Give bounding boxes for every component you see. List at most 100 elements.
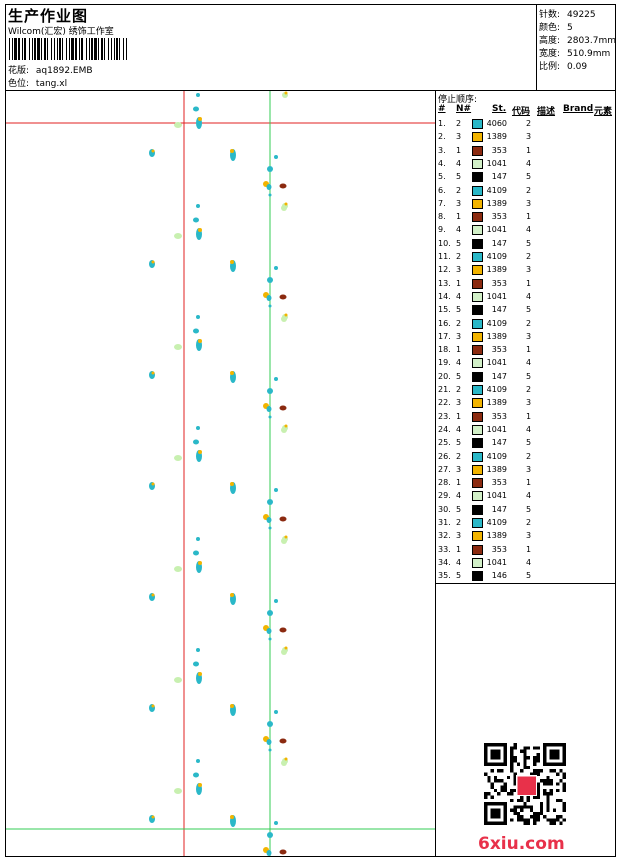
- stop-index: 33.: [438, 544, 451, 554]
- stop-index: 14.: [438, 291, 451, 301]
- color-value: tang.xl: [35, 79, 68, 89]
- motif-seed: [279, 738, 287, 744]
- motif-seed: [279, 183, 287, 189]
- motif-center: [151, 704, 155, 708]
- stop-row: 6. 2 4109 2: [436, 185, 615, 198]
- motif-dot: [196, 648, 200, 652]
- stop-code: 3: [526, 398, 532, 408]
- stop-stitches: 353: [491, 278, 507, 288]
- stop-code: 5: [526, 172, 532, 182]
- stop-stitches: 353: [491, 478, 507, 488]
- stop-stitches: 1041: [486, 291, 507, 301]
- motif-dot: [267, 388, 273, 394]
- stop-stitches: 147: [491, 238, 507, 248]
- motif-dot: [196, 426, 200, 430]
- motif-dot: [284, 91, 288, 95]
- motif-center: [230, 704, 234, 708]
- stop-stitches: 353: [491, 411, 507, 421]
- thread-swatch: [472, 491, 483, 502]
- design-label: 花版:: [8, 66, 30, 76]
- motif-dot: [274, 377, 278, 381]
- stop-code: 1: [526, 345, 532, 355]
- stop-index: 19.: [438, 358, 451, 368]
- stop-index: 16.: [438, 318, 451, 328]
- stop-row: 31. 2 4109 2: [436, 517, 615, 530]
- motif-dot: [196, 93, 200, 97]
- stop-row: 20. 5 147 5: [436, 371, 615, 384]
- stop-row: 24. 4 1041 4: [436, 424, 615, 437]
- motif-dot: [193, 106, 199, 112]
- stop-row: 33. 1 353 1: [436, 544, 615, 557]
- stop-stitches: 1041: [486, 424, 507, 434]
- stop-row: 18. 1 353 1: [436, 344, 615, 357]
- stop-index: 12.: [438, 265, 451, 275]
- stop-code: 5: [526, 305, 532, 315]
- watermark-text: 6xiu.com: [478, 834, 565, 854]
- motif-dot: [193, 550, 199, 556]
- motif-dot: [268, 304, 272, 308]
- stop-stitches: 4109: [486, 385, 507, 394]
- stop-needle: 1: [456, 544, 462, 554]
- col-header-description: 描述: [537, 107, 556, 117]
- stop-needle: 3: [456, 398, 462, 408]
- stop-stitches: 353: [491, 345, 507, 355]
- stop-code: 2: [526, 451, 532, 461]
- motif-dot: [267, 721, 273, 727]
- stop-code: 4: [526, 225, 532, 235]
- stop-needle: 4: [456, 491, 462, 501]
- motif-dot: [274, 155, 278, 159]
- stop-row: 19. 4 1041 4: [436, 357, 615, 370]
- stop-code: 2: [526, 318, 532, 328]
- stop-needle: 1: [456, 278, 462, 288]
- motif-dot: [193, 661, 199, 667]
- stop-index: 30.: [438, 504, 451, 514]
- col-header-index: #: [438, 104, 446, 114]
- color-file: 色位: tang.xl: [8, 76, 67, 89]
- stop-index: 32.: [438, 531, 451, 541]
- stop-code: 4: [526, 557, 532, 567]
- motif-center: [230, 371, 234, 375]
- motif-center: [230, 482, 234, 486]
- stop-index: 24.: [438, 424, 451, 434]
- stop-index: 26.: [438, 451, 451, 461]
- stop-index: 35.: [438, 571, 451, 581]
- stop-needle: 4: [456, 557, 462, 567]
- stop-row: 35. 5 146 5: [436, 570, 615, 583]
- thread-swatch: [472, 331, 483, 342]
- motif-dot: [267, 499, 273, 505]
- stop-needle: 2: [456, 518, 462, 527]
- stop-row: 4. 4 1041 4: [436, 158, 615, 171]
- stop-needle: 5: [456, 438, 462, 448]
- motif-dot: [196, 315, 200, 319]
- design-value: aq1892.EMB: [35, 66, 93, 76]
- stop-row: 23. 1 353 1: [436, 411, 615, 424]
- thread-swatch: [472, 544, 483, 555]
- design-preview: [6, 91, 436, 856]
- stop-code: 1: [526, 544, 532, 554]
- motif-center: [198, 672, 202, 676]
- stop-needle: 5: [456, 172, 462, 182]
- stop-needle: 2: [456, 451, 462, 461]
- stop-stitches: 1041: [486, 491, 507, 501]
- motif-center: [151, 482, 155, 486]
- stop-index: 8.: [438, 212, 446, 222]
- stop-needle: 5: [456, 371, 462, 381]
- motif-dot: [193, 217, 199, 223]
- stop-code: 1: [526, 411, 532, 421]
- thread-swatch: [472, 557, 483, 568]
- stop-stitches: 4109: [486, 451, 507, 461]
- stop-code: 5: [526, 238, 532, 248]
- stop-row: 34. 4 1041 4: [436, 557, 615, 570]
- thread-swatch: [472, 119, 483, 129]
- motif-center: [230, 593, 234, 597]
- stop-row: 17. 3 1389 3: [436, 331, 615, 344]
- design-file: 花版: aq1892.EMB: [8, 63, 93, 76]
- motif-center: [151, 593, 155, 597]
- stop-index: 21.: [438, 385, 451, 394]
- thread-swatch: [472, 318, 483, 329]
- stop-index: 31.: [438, 518, 451, 527]
- stop-stitches: 147: [491, 305, 507, 315]
- motif-center: [151, 371, 155, 375]
- motif-leaf: [174, 122, 182, 128]
- stop-needle: 2: [456, 385, 462, 394]
